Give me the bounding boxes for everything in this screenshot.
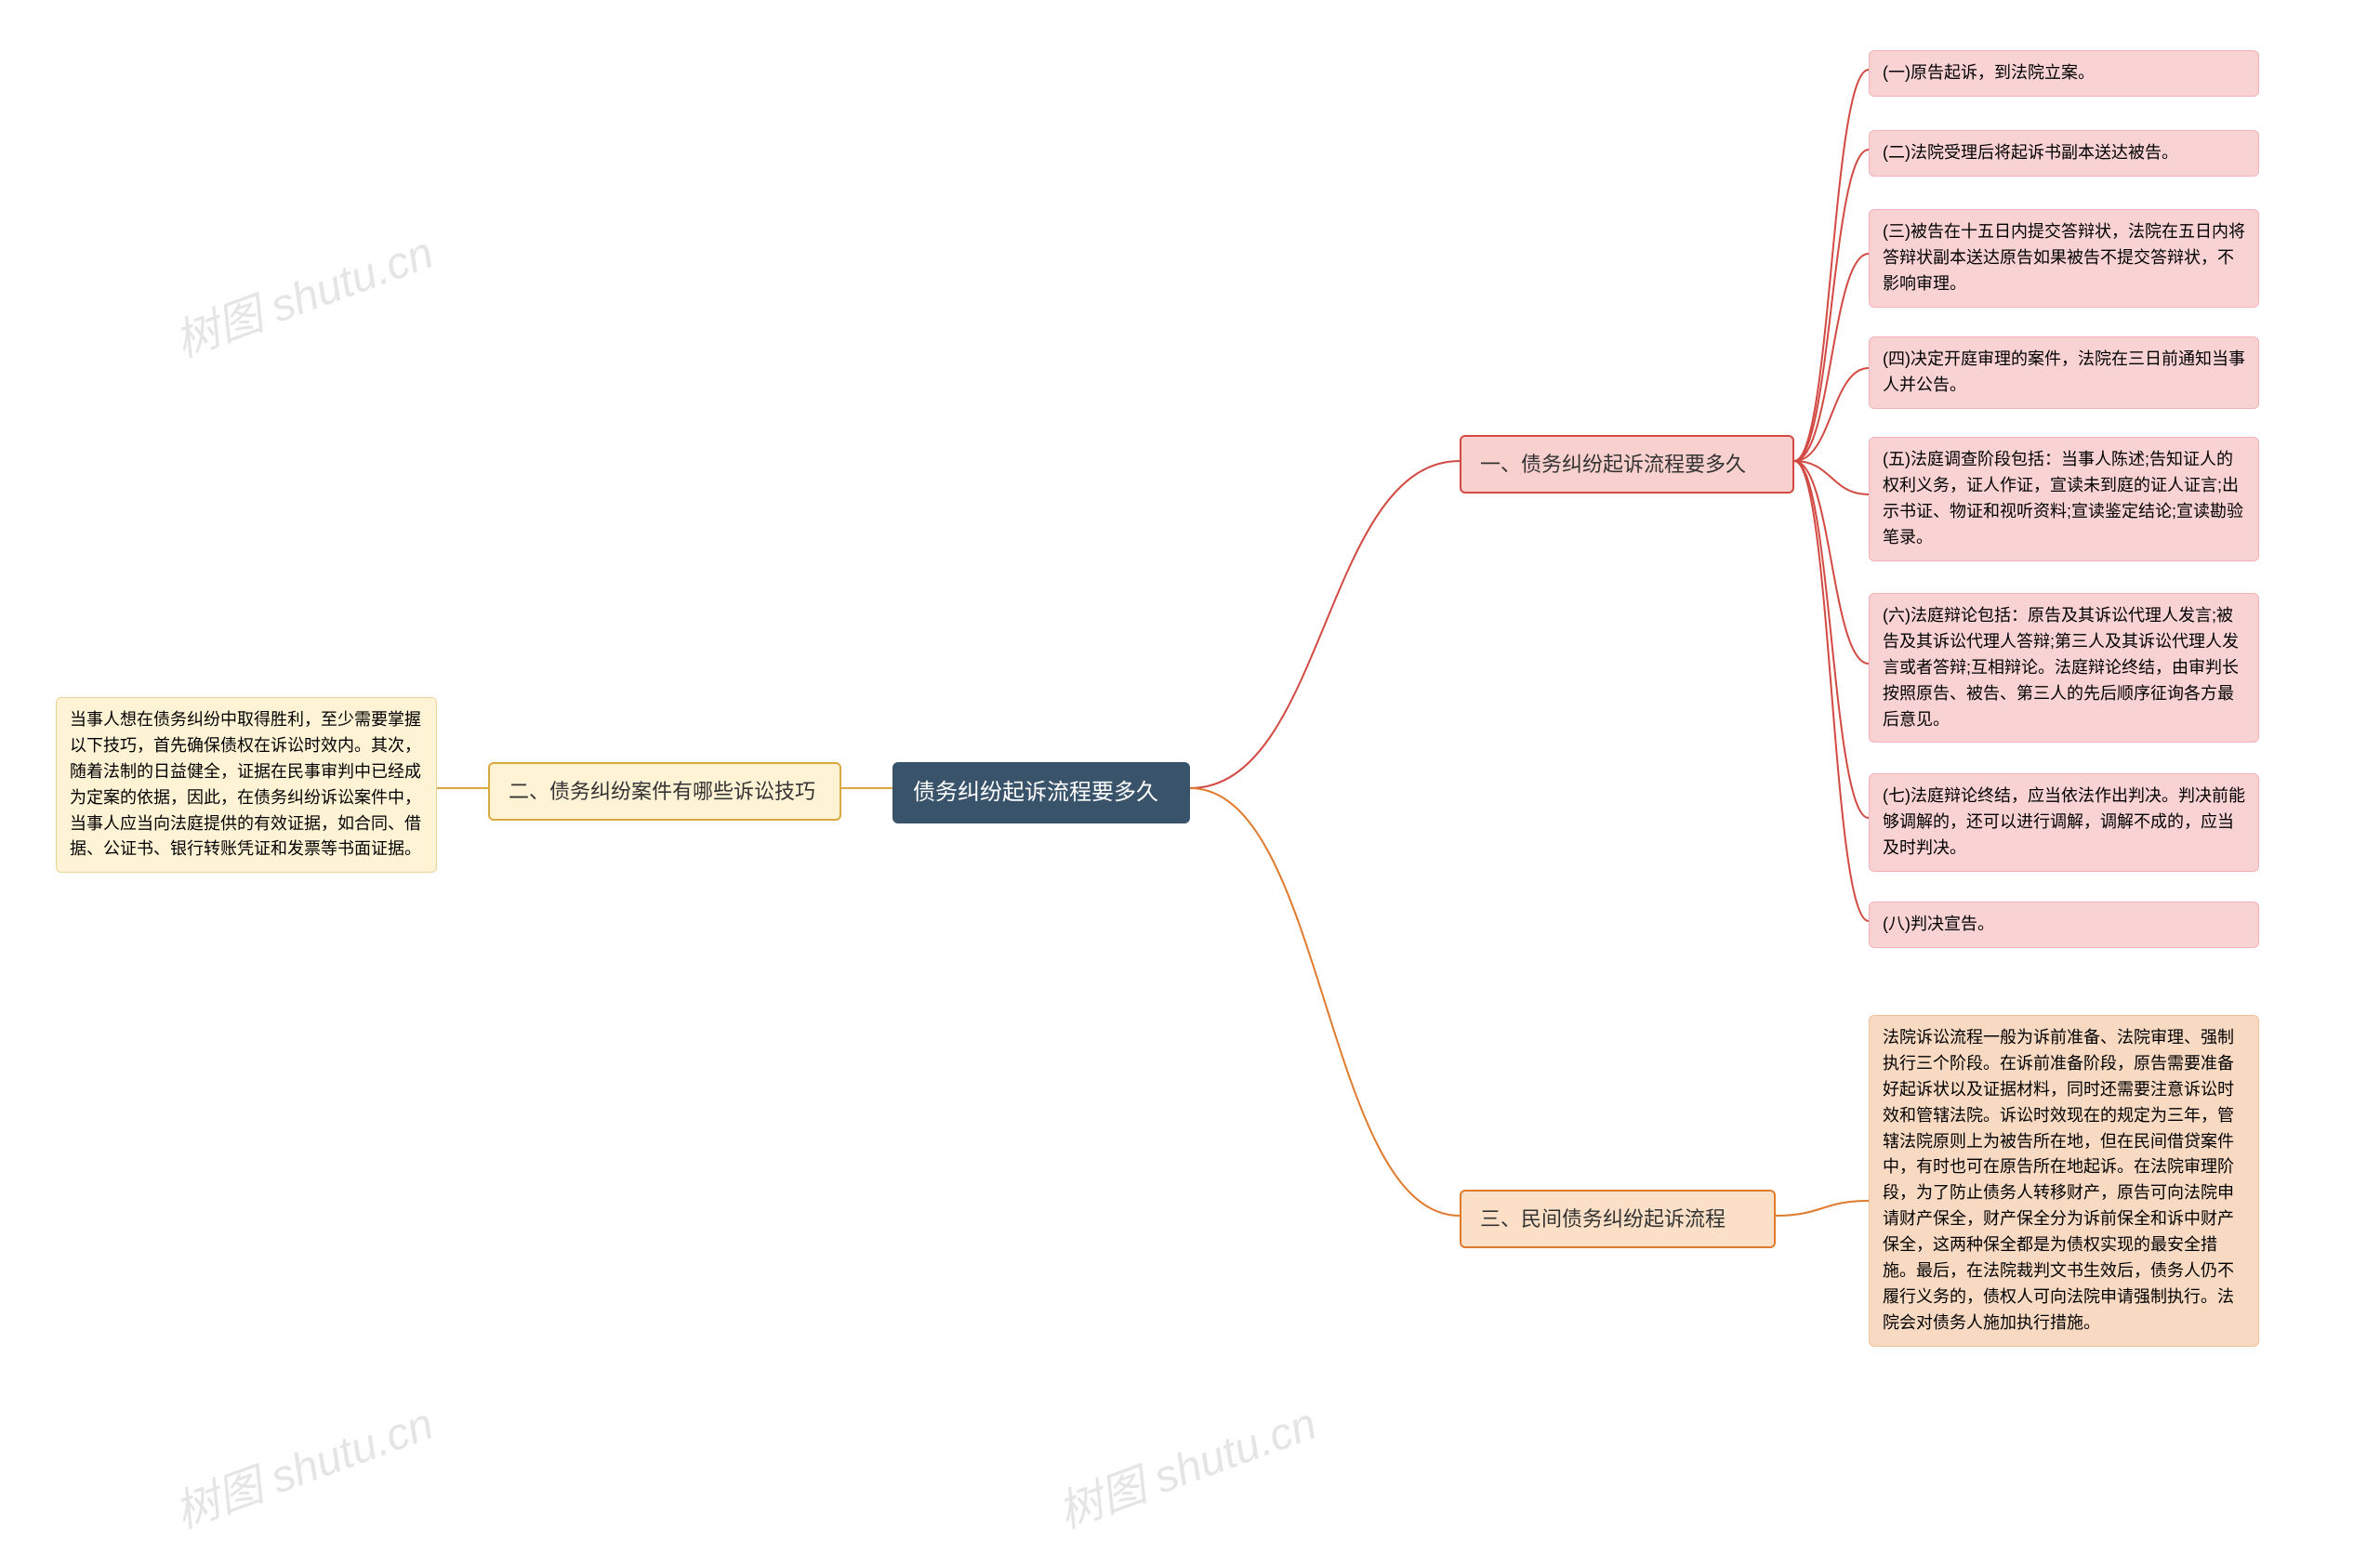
branch-node-left[interactable]: 二、债务纠纷案件有哪些诉讼技巧 bbox=[488, 762, 841, 821]
leaf-node: (一)原告起诉，到法院立案。 bbox=[1869, 50, 2259, 97]
leaf-node: (四)决定开庭审理的案件，法院在三日前通知当事人并公告。 bbox=[1869, 336, 2259, 409]
leaf-node: 当事人想在债务纠纷中取得胜利，至少需要掌握以下技巧，首先确保债权在诉讼时效内。其… bbox=[56, 697, 437, 873]
leaf-node: (三)被告在十五日内提交答辩状，法院在五日内将答辩状副本送达原告如果被告不提交答… bbox=[1869, 209, 2259, 308]
leaf-node: 法院诉讼流程一般为诉前准备、法院审理、强制执行三个阶段。在诉前准备阶段，原告需要… bbox=[1869, 1015, 2259, 1347]
leaf-node: (八)判决宣告。 bbox=[1869, 902, 2259, 948]
root-node[interactable]: 债务纠纷起诉流程要多久 bbox=[892, 762, 1190, 823]
leaf-node: (二)法院受理后将起诉书副本送达被告。 bbox=[1869, 130, 2259, 177]
leaf-node: (七)法庭辩论终结，应当依法作出判决。判决前能够调解的，还可以进行调解，调解不成… bbox=[1869, 773, 2259, 872]
branch-node-right[interactable]: 三、民间债务纠纷起诉流程 bbox=[1460, 1190, 1776, 1248]
leaf-node: (六)法庭辩论包括：原告及其诉讼代理人发言;被告及其诉讼代理人答辩;第三人及其诉… bbox=[1869, 593, 2259, 743]
branch-node-right[interactable]: 一、债务纠纷起诉流程要多久 bbox=[1460, 435, 1794, 494]
leaf-node: (五)法庭调查阶段包括：当事人陈述;告知证人的权利义务，证人作证，宣读未到庭的证… bbox=[1869, 437, 2259, 561]
